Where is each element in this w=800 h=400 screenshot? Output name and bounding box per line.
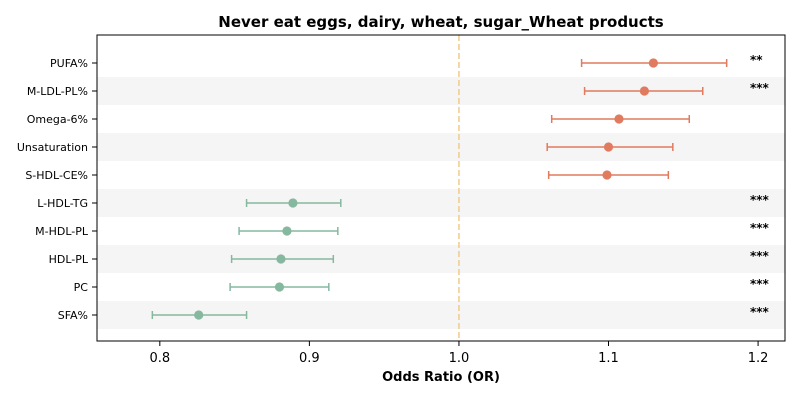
y-tick-label: Unsaturation	[17, 141, 88, 154]
x-tick-label: 0.8	[149, 351, 170, 366]
or-point	[194, 310, 204, 320]
y-tick-label: SFA%	[58, 309, 88, 322]
significance-label: ***	[750, 277, 770, 291]
or-point	[602, 170, 612, 180]
y-tick-label: PC	[74, 281, 89, 294]
y-tick-label: M-HDL-PL	[35, 225, 89, 238]
y-tick-label: L-HDL-TG	[37, 197, 88, 210]
x-tick-label: 0.9	[299, 351, 320, 366]
chart-title: Never eat eggs, dairy, wheat, sugar_Whea…	[218, 13, 664, 31]
plot-frame	[96, 34, 786, 342]
y-axis-labels: PUFA% M-LDL-PL% Omega-6% Unsaturation S-HDL-…	[17, 57, 97, 322]
data-marks	[151, 58, 728, 320]
x-tick-label: 1.1	[598, 351, 619, 366]
or-point	[639, 86, 650, 96]
y-tick-label: HDL-PL	[49, 253, 89, 266]
significance-label: **	[750, 53, 763, 67]
y-tick-label: M-LDL-PL%	[27, 85, 88, 98]
significance-label: ***	[750, 81, 770, 95]
x-tick-label: 1.0	[449, 351, 470, 366]
significance-labels: ********************	[750, 53, 770, 319]
or-point	[603, 142, 614, 152]
significance-label: ***	[750, 193, 770, 207]
row-stripe	[97, 245, 785, 273]
or-point	[648, 58, 658, 68]
significance-label: ***	[750, 249, 770, 263]
y-tick-label: PUFA%	[50, 57, 88, 70]
or-point	[614, 114, 624, 124]
or-point	[276, 254, 286, 264]
or-point	[288, 198, 298, 208]
row-stripe	[97, 189, 785, 217]
row-stripe	[97, 133, 785, 161]
x-axis: 0.8 0.9 1.0 1.1 1.2	[149, 341, 768, 366]
y-tick-label: S-HDL-CE%	[25, 169, 88, 182]
or-point	[282, 226, 292, 236]
x-axis-label: Odds Ratio (OR)	[382, 370, 500, 385]
significance-label: ***	[750, 305, 770, 319]
x-tick-label: 1.2	[748, 351, 769, 366]
row-stripes	[97, 77, 785, 329]
y-tick-label: Omega-6%	[27, 113, 88, 126]
or-point	[274, 282, 285, 292]
significance-label: ***	[750, 221, 770, 235]
